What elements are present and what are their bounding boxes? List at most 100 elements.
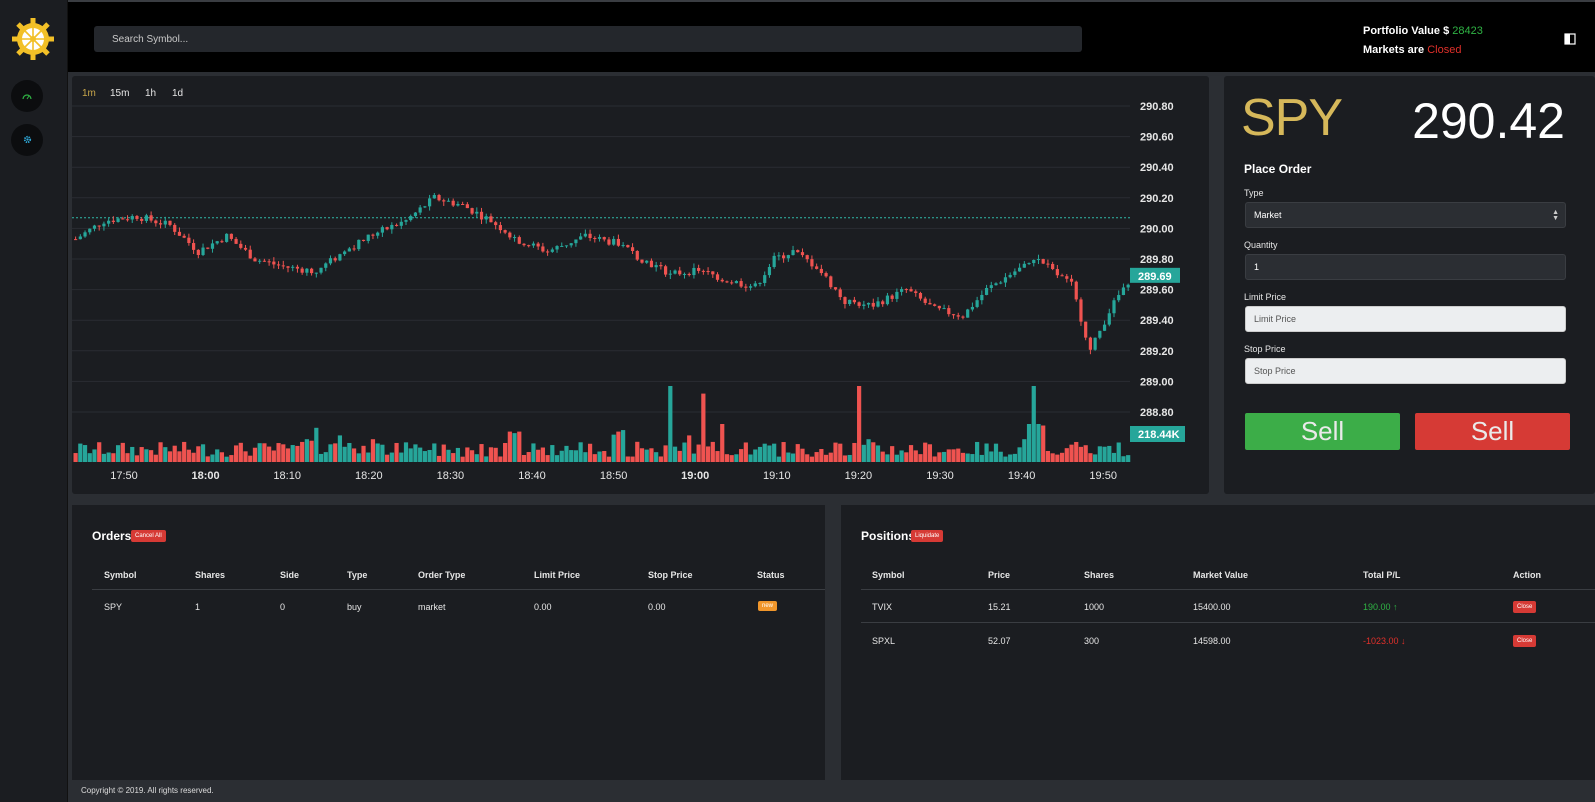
- time-axis-label: 18:40: [518, 470, 546, 482]
- volume-bar: [290, 445, 295, 462]
- candle-body: [102, 223, 106, 227]
- time-axis-label: 18:30: [437, 470, 465, 482]
- volume-bar: [1050, 453, 1055, 462]
- volume-bar: [82, 445, 88, 462]
- cancel-all-button[interactable]: Cancel All: [131, 530, 166, 542]
- close-position-button[interactable]: Close: [1513, 601, 1537, 613]
- candle-body: [635, 250, 639, 260]
- volume-bar: [753, 449, 758, 462]
- position-symbol: TVIX: [872, 602, 893, 612]
- volume-bar: [1111, 452, 1117, 462]
- candle-body: [956, 315, 960, 317]
- candle-body: [1022, 263, 1026, 268]
- candle-body: [116, 218, 120, 222]
- volume-bar: [521, 455, 527, 462]
- candle-body: [904, 289, 908, 291]
- panel-toggle-icon[interactable]: [1564, 32, 1576, 45]
- volume-bar: [507, 431, 512, 462]
- candle-body: [267, 261, 271, 263]
- volume-bar: [427, 449, 432, 462]
- volume-bar: [351, 448, 357, 462]
- volume-bar: [847, 454, 852, 462]
- sidebar-item-dashboard[interactable]: [11, 80, 43, 112]
- volume-bar: [1059, 452, 1065, 462]
- candle-body: [772, 255, 776, 267]
- candle-body: [352, 248, 356, 250]
- position-market-value: 14598.00: [1193, 636, 1231, 646]
- select-arrows-icon: ▲ ▼: [1552, 209, 1559, 222]
- order-type-select[interactable]: Market ▲ ▼: [1245, 202, 1566, 228]
- candlestick-chart[interactable]: 290.80 290.60 290.40 290.20 290.00 289.80 289.…: [72, 76, 1209, 494]
- volume-bar: [375, 443, 380, 462]
- candle-body: [107, 220, 111, 224]
- liquidate-button[interactable]: Liquidate: [911, 530, 944, 542]
- quantity-field[interactable]: [1245, 254, 1566, 280]
- volume-bar: [583, 452, 588, 462]
- sell-button-green[interactable]: Sell: [1245, 413, 1400, 450]
- column-header: Total P/L: [1363, 570, 1401, 580]
- stop-price-input[interactable]: [1254, 359, 1565, 383]
- sidebar-item-settings[interactable]: [11, 124, 43, 156]
- volume-bar: [970, 454, 975, 462]
- candle-body: [739, 281, 743, 287]
- dharma-wheel-logo[interactable]: [11, 17, 55, 61]
- volume-bar: [422, 451, 427, 462]
- stop-price-field[interactable]: [1245, 358, 1566, 384]
- volume-bar: [248, 455, 253, 462]
- candle-body: [1055, 269, 1059, 276]
- candle-body: [720, 279, 724, 282]
- volume-bar: [474, 454, 479, 462]
- timeframe-1m[interactable]: 1m: [82, 88, 96, 99]
- candle-body: [517, 237, 521, 244]
- candle-body: [791, 250, 795, 256]
- candle-body: [569, 243, 573, 246]
- volume-bar: [139, 447, 144, 462]
- candle-body: [682, 273, 687, 275]
- volume-bar: [484, 456, 489, 462]
- candle-body: [144, 215, 148, 221]
- volume-bar: [1055, 454, 1060, 462]
- volume-bar: [403, 442, 409, 462]
- volume-bar: [880, 451, 885, 462]
- volume-bar: [1041, 425, 1046, 462]
- volume-tag: [1130, 426, 1185, 442]
- candle-body: [201, 247, 205, 255]
- search-input[interactable]: [94, 26, 1082, 52]
- candle-body: [885, 295, 890, 305]
- candle-body: [597, 237, 602, 239]
- candle-body: [654, 265, 658, 268]
- timeframe-15m[interactable]: 15m: [110, 88, 130, 99]
- volume-bar: [498, 456, 503, 462]
- candle-body: [612, 238, 616, 245]
- volume-bar: [691, 453, 697, 462]
- candle-body: [531, 243, 536, 246]
- volume-bar: [554, 455, 560, 462]
- candle-body: [560, 245, 564, 247]
- candle-body: [357, 239, 361, 250]
- limit-price-input[interactable]: [1254, 307, 1565, 331]
- volume-bar: [441, 444, 446, 462]
- timeframe-1h[interactable]: 1h: [145, 88, 157, 99]
- quantity-input[interactable]: [1254, 255, 1565, 279]
- volume-bar: [989, 451, 994, 462]
- volume-bar: [115, 445, 121, 462]
- volume-bar: [436, 455, 442, 462]
- volume-bar: [654, 452, 659, 462]
- candle-body: [630, 247, 635, 251]
- volume-bar: [979, 454, 984, 462]
- volume-bar: [1012, 453, 1017, 462]
- candle-body: [291, 266, 295, 268]
- candle-body: [394, 224, 399, 226]
- timeframe-1d[interactable]: 1d: [172, 88, 184, 99]
- volume-bar: [1036, 424, 1041, 462]
- sell-button-red[interactable]: Sell: [1415, 413, 1570, 450]
- candle-body: [286, 266, 290, 268]
- candle-body: [333, 258, 337, 261]
- volume-bar: [635, 441, 640, 462]
- candle-body: [909, 289, 913, 292]
- close-position-button[interactable]: Close: [1513, 635, 1537, 647]
- limit-price-field[interactable]: [1245, 306, 1566, 332]
- candle-body: [489, 216, 493, 223]
- volume-bar: [663, 445, 668, 462]
- candle-body: [149, 215, 153, 221]
